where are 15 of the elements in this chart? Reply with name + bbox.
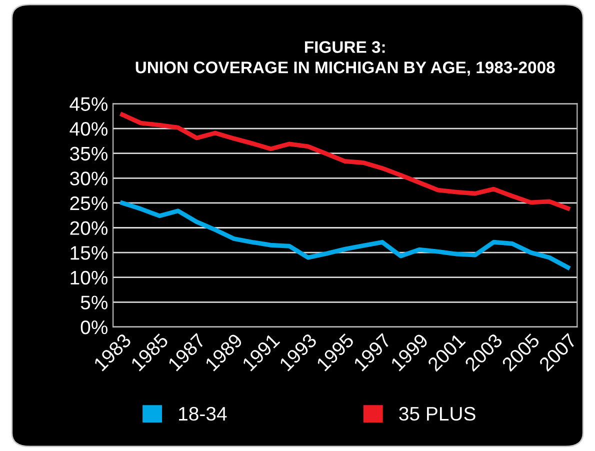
y-tick-label: 40% bbox=[70, 122, 108, 136]
y-tick-label: 15% bbox=[70, 246, 108, 260]
line-series bbox=[120, 112, 570, 211]
line-series bbox=[120, 200, 570, 270]
y-tick-label: 0% bbox=[80, 320, 108, 334]
legend-label: 35 PLUS bbox=[399, 406, 476, 421]
legend-label: 18-34 bbox=[179, 406, 227, 421]
y-tick-label: 45% bbox=[70, 97, 108, 111]
y-tick-label: 25% bbox=[70, 196, 108, 210]
y-tick-label: 35% bbox=[70, 146, 108, 161]
y-tick-label: 30% bbox=[70, 172, 108, 186]
y-tick-label: 10% bbox=[70, 270, 108, 285]
chart-title: FIGURE 3: UNION COVERAGE IN MICHIGAN BY AGE, 1983-2008 bbox=[136, 41, 555, 76]
y-tick-label: 20% bbox=[70, 221, 108, 235]
y-tick-label: 5% bbox=[80, 296, 108, 310]
